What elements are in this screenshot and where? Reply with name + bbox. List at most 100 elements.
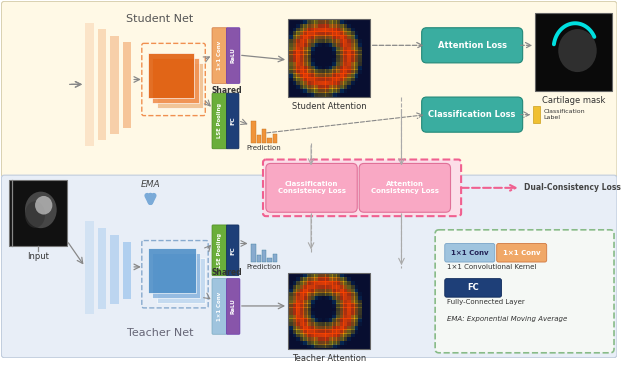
- Bar: [333, 92, 337, 97]
- Bar: [351, 43, 355, 47]
- Bar: [303, 315, 308, 319]
- Bar: [289, 39, 293, 43]
- Text: ReLU: ReLU: [230, 48, 236, 64]
- Bar: [296, 58, 300, 62]
- Bar: [340, 58, 344, 62]
- Bar: [292, 311, 297, 315]
- Bar: [333, 58, 337, 62]
- Bar: [300, 47, 304, 51]
- Bar: [300, 322, 304, 326]
- Bar: [344, 341, 348, 345]
- Bar: [325, 24, 330, 28]
- Bar: [289, 66, 293, 70]
- Bar: [322, 329, 326, 334]
- Text: Teacher Net: Teacher Net: [127, 328, 193, 338]
- Bar: [329, 337, 333, 341]
- Bar: [289, 58, 293, 62]
- FancyBboxPatch shape: [227, 278, 240, 334]
- Bar: [296, 333, 300, 337]
- Text: Attention
Consistency Loss: Attention Consistency Loss: [371, 181, 439, 194]
- Bar: [303, 81, 308, 85]
- Bar: [336, 20, 340, 24]
- Bar: [336, 35, 340, 39]
- Bar: [325, 39, 330, 43]
- Bar: [329, 318, 333, 322]
- Bar: [351, 300, 355, 304]
- Bar: [300, 285, 304, 289]
- Bar: [314, 322, 319, 326]
- Bar: [311, 58, 315, 62]
- Bar: [340, 337, 344, 341]
- Bar: [314, 88, 319, 93]
- Bar: [296, 47, 300, 51]
- Bar: [303, 274, 308, 278]
- Bar: [535, 13, 612, 91]
- Bar: [322, 341, 326, 345]
- Bar: [292, 329, 297, 334]
- Bar: [314, 39, 319, 43]
- Bar: [296, 289, 300, 293]
- Bar: [333, 50, 337, 55]
- Bar: [292, 292, 297, 296]
- Bar: [325, 337, 330, 341]
- Bar: [344, 85, 348, 89]
- Bar: [322, 81, 326, 85]
- Bar: [347, 66, 351, 70]
- Bar: [292, 285, 297, 289]
- Bar: [355, 285, 358, 289]
- Bar: [292, 289, 297, 293]
- Bar: [110, 235, 119, 304]
- Bar: [311, 77, 315, 81]
- Bar: [333, 24, 337, 28]
- Bar: [336, 300, 340, 304]
- Bar: [358, 303, 362, 308]
- Bar: [333, 62, 337, 66]
- Bar: [296, 281, 300, 285]
- Bar: [336, 77, 340, 81]
- Bar: [347, 337, 351, 341]
- Bar: [300, 81, 304, 85]
- Bar: [344, 77, 348, 81]
- Bar: [322, 27, 326, 32]
- Bar: [296, 292, 300, 296]
- Bar: [292, 296, 297, 300]
- Bar: [336, 92, 340, 97]
- Bar: [347, 43, 351, 47]
- Bar: [307, 58, 311, 62]
- Bar: [314, 92, 319, 97]
- Bar: [296, 329, 300, 334]
- Bar: [303, 281, 308, 285]
- Bar: [340, 50, 344, 55]
- Bar: [333, 69, 337, 74]
- Bar: [292, 50, 297, 55]
- Bar: [296, 24, 300, 28]
- Bar: [300, 292, 304, 296]
- Bar: [333, 39, 337, 43]
- Bar: [289, 31, 293, 36]
- Bar: [347, 39, 351, 43]
- Bar: [340, 66, 344, 70]
- Bar: [344, 292, 348, 296]
- Bar: [333, 333, 337, 337]
- Bar: [347, 296, 351, 300]
- Bar: [289, 311, 293, 315]
- Bar: [336, 326, 340, 330]
- Bar: [289, 329, 293, 334]
- Bar: [351, 315, 355, 319]
- Bar: [333, 20, 337, 24]
- Bar: [351, 58, 355, 62]
- Bar: [289, 307, 293, 311]
- Bar: [347, 85, 351, 89]
- Bar: [300, 58, 304, 62]
- Bar: [358, 66, 362, 70]
- Bar: [340, 274, 344, 278]
- Bar: [344, 303, 348, 308]
- Bar: [296, 27, 300, 32]
- Bar: [322, 39, 326, 43]
- Bar: [336, 73, 340, 77]
- Bar: [296, 77, 300, 81]
- Bar: [110, 35, 119, 134]
- Bar: [351, 311, 355, 315]
- Bar: [314, 326, 319, 330]
- Bar: [273, 134, 277, 143]
